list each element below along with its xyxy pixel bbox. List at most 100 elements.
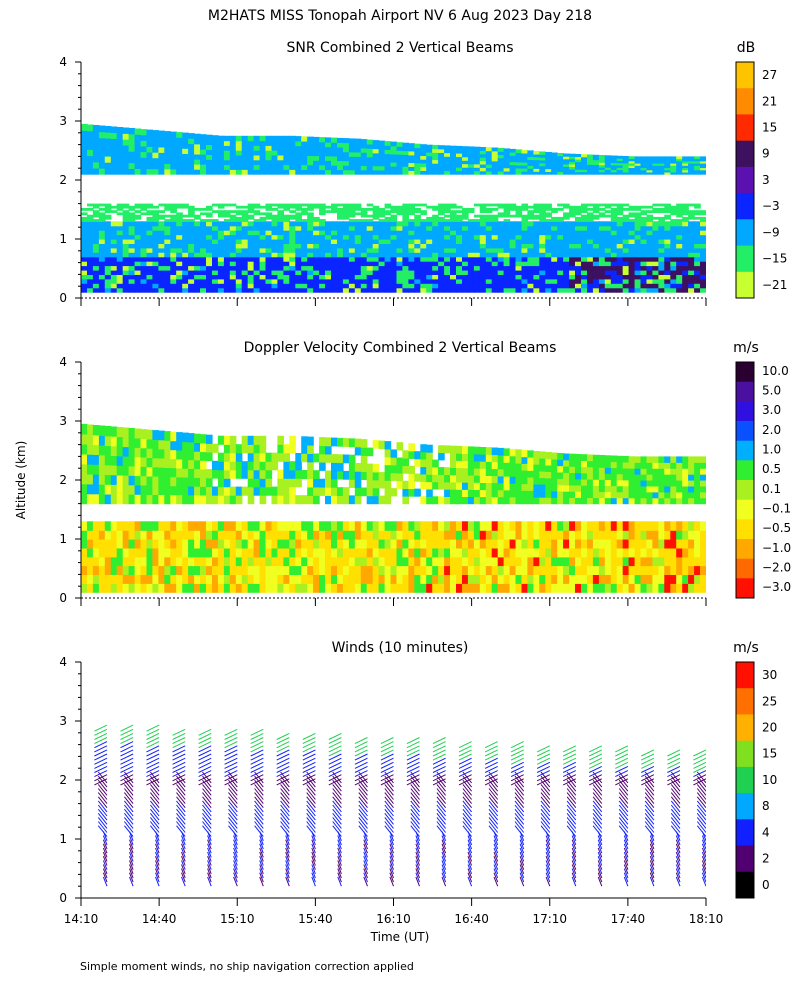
snr-cell <box>682 256 689 262</box>
snr-cell <box>259 169 267 175</box>
wind-barb <box>94 761 108 769</box>
snr-cell <box>658 247 665 253</box>
snr-cell <box>491 147 499 152</box>
snr-cell <box>229 261 237 267</box>
snr-cell <box>467 247 475 253</box>
snr-cell <box>527 256 534 262</box>
snr-cell <box>331 137 338 143</box>
doppler-cell <box>217 461 225 471</box>
snr-cell <box>521 205 529 209</box>
doppler-cell <box>491 530 499 540</box>
snr-cell <box>348 205 356 209</box>
snr-cell <box>354 203 362 207</box>
snr-cell <box>462 230 469 236</box>
snr-cell <box>682 156 689 160</box>
snr-cell <box>557 166 564 170</box>
snr-cell <box>128 208 136 211</box>
snr-cell <box>337 247 344 253</box>
doppler-cell <box>616 497 624 505</box>
doppler-cell <box>206 434 213 444</box>
doppler-cell <box>575 472 582 480</box>
snr-cell <box>479 210 487 213</box>
doppler-cell <box>527 497 534 505</box>
snr-cell <box>206 278 213 284</box>
snr-cell <box>247 261 255 267</box>
snr-cell <box>206 261 213 267</box>
snr-cell <box>188 287 195 293</box>
doppler-cell <box>146 583 154 593</box>
snr-cell <box>551 152 558 156</box>
snr-cell <box>366 139 374 145</box>
doppler-cell <box>569 574 576 584</box>
snr-cell <box>646 283 654 289</box>
snr-cell <box>700 212 706 216</box>
snr-cell <box>396 221 404 227</box>
snr-cell <box>503 225 511 231</box>
wind-barb <box>81 851 82 854</box>
snr-cell <box>277 230 284 236</box>
snr-cell <box>212 270 219 275</box>
snr-cell <box>688 230 695 236</box>
doppler-cell <box>247 547 255 558</box>
snr-cell <box>348 234 356 240</box>
snr-cell <box>462 146 469 151</box>
doppler-cell <box>122 437 130 448</box>
snr-cell <box>372 283 380 289</box>
snr-cell <box>81 234 88 240</box>
doppler-cell <box>682 556 689 567</box>
doppler-cell <box>473 446 481 455</box>
snr-cell <box>688 252 695 258</box>
doppler-cell <box>462 453 469 462</box>
doppler-cell <box>652 456 659 463</box>
doppler-cell <box>414 565 421 575</box>
doppler-cell <box>217 574 225 584</box>
snr-cell <box>116 278 124 284</box>
snr-cell <box>509 148 517 153</box>
snr-cell <box>563 214 570 218</box>
doppler-cell <box>688 497 695 505</box>
doppler-cell <box>426 547 433 558</box>
snr-cell <box>450 247 457 253</box>
snr-cell <box>277 216 284 220</box>
snr-cell <box>664 160 671 164</box>
snr-cell <box>194 225 201 231</box>
snr-cell <box>194 247 201 253</box>
snr-cell <box>277 154 284 161</box>
snr-cell <box>188 270 195 275</box>
doppler-cell <box>378 556 386 567</box>
snr-cell <box>206 159 213 165</box>
snr-cell <box>241 274 249 280</box>
wind-barb <box>81 786 82 788</box>
snr-cell <box>348 252 356 258</box>
snr-cell <box>313 169 320 175</box>
snr-cell <box>676 163 683 166</box>
snr-cell <box>402 234 409 240</box>
snr-cell <box>229 247 237 253</box>
snr-cell <box>98 225 106 231</box>
wind-barb <box>233 839 238 850</box>
snr-cell <box>521 153 529 157</box>
snr-cell <box>551 243 558 249</box>
snr-cell <box>575 212 582 216</box>
snr-cell <box>360 256 368 262</box>
doppler-cell <box>152 565 159 575</box>
snr-cell <box>676 208 683 211</box>
snr-cell <box>241 216 249 220</box>
doppler-cell <box>307 470 314 480</box>
snr-cell <box>283 208 290 211</box>
wind-barb <box>202 800 212 813</box>
doppler-cell <box>152 430 159 440</box>
snr-cell <box>414 234 421 240</box>
snr-cell <box>295 169 302 175</box>
snr-cell <box>581 166 588 170</box>
snr-cell <box>604 155 612 159</box>
snr-cell <box>384 261 392 267</box>
snr-cell <box>188 205 195 209</box>
doppler-cell <box>700 474 706 481</box>
wind-barb <box>124 784 134 796</box>
snr-cell <box>164 287 171 293</box>
doppler-cell <box>628 462 636 469</box>
doppler-cell <box>98 484 106 495</box>
doppler-cell <box>450 574 457 584</box>
snr-cell <box>378 157 386 163</box>
